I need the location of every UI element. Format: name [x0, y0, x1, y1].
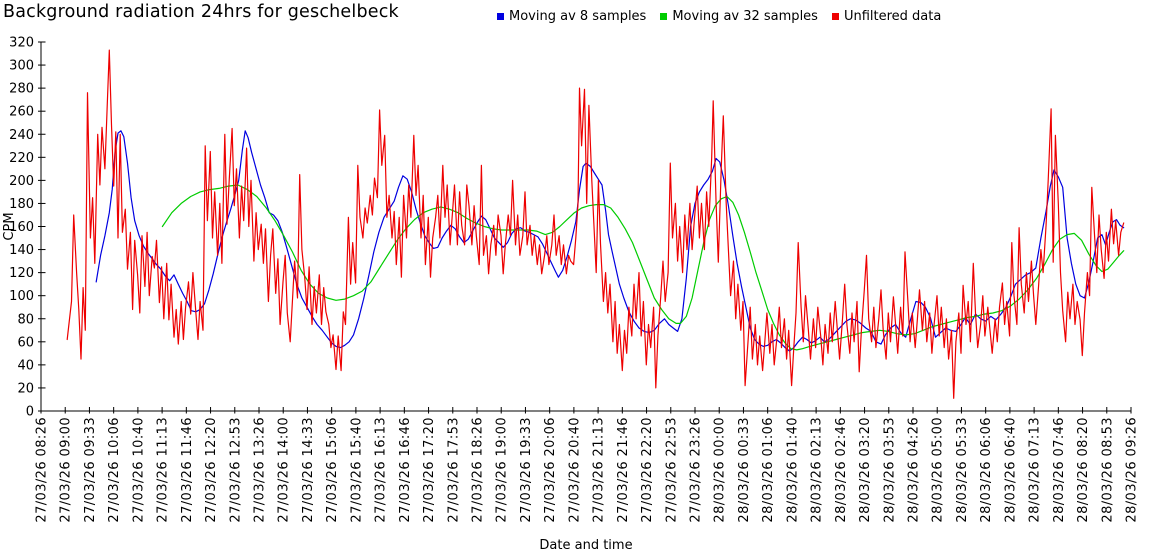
chart-title: Background radiation 24hrs for geschelbe…: [3, 2, 399, 22]
x-tick-label: 28/03/26 01:40: [785, 417, 800, 523]
y-tick-label: 140: [9, 243, 34, 258]
x-tick-label: 28/03/26 05:00: [931, 417, 946, 523]
x-tick-label: 28/03/26 08:20: [1076, 417, 1091, 523]
y-tick-label: 300: [9, 59, 34, 74]
x-tick-label: 27/03/26 17:20: [422, 417, 437, 523]
y-tick-label: 160: [9, 220, 34, 235]
legend-item-moving-av-8: Moving av 8 samples: [497, 9, 646, 24]
y-tick-label: 180: [9, 197, 34, 212]
x-tick-label: 28/03/26 07:46: [1052, 417, 1067, 523]
x-tick-label: 27/03/26 11:46: [180, 417, 195, 523]
x-tick-label: 27/03/26 21:46: [616, 417, 631, 523]
legend-label-moving-av-32: Moving av 32 samples: [672, 9, 818, 24]
x-tick-label: 27/03/26 13:26: [253, 417, 268, 523]
x-axis-title: Date and time: [539, 538, 632, 553]
y-tick-label: 200: [9, 174, 34, 189]
x-tick-label: 28/03/26 02:46: [834, 417, 849, 523]
x-tick-label: 28/03/26 03:53: [882, 417, 897, 523]
y-tick-label: 320: [9, 36, 34, 51]
x-tick-label: 28/03/26 02:13: [810, 417, 825, 523]
y-tick-label: 20: [17, 381, 34, 396]
y-tick-label: 240: [9, 128, 34, 143]
x-tick-label: 27/03/26 19:33: [519, 417, 534, 523]
x-tick-label: 28/03/26 04:26: [907, 417, 922, 523]
x-tick-label: 27/03/26 12:20: [204, 417, 219, 523]
x-tick-label: 28/03/26 09:26: [1125, 417, 1140, 523]
y-tick-label: 100: [9, 289, 34, 304]
x-tick-label: 28/03/26 06:06: [979, 417, 994, 523]
y-tick-label: 40: [17, 358, 34, 373]
x-tick-label: 27/03/26 16:13: [374, 417, 389, 523]
x-tick-label: 28/03/26 00:33: [737, 417, 752, 523]
x-tick-label: 27/03/26 22:53: [664, 417, 679, 523]
y-tick-label: 260: [9, 105, 34, 120]
x-tick-label: 27/03/26 15:40: [349, 417, 364, 523]
x-tick-label: 28/03/26 08:53: [1100, 417, 1115, 523]
x-tick-label: 27/03/26 20:06: [543, 417, 558, 523]
x-tick-label: 27/03/26 14:33: [301, 417, 316, 523]
y-tick-label: 0: [26, 405, 34, 420]
legend-label-unfiltered: Unfiltered data: [843, 9, 942, 24]
y-tick-label: 80: [17, 312, 34, 327]
x-tick-label: 27/03/26 09:33: [83, 417, 98, 523]
x-tick-label: 27/03/26 10:06: [107, 417, 122, 523]
x-tick-label: 27/03/26 22:20: [640, 417, 655, 523]
series-line-unfiltered-data: [66, 49, 1125, 399]
y-axis-title: CPM: [2, 212, 17, 240]
x-tick-label: 27/03/26 19:00: [495, 417, 510, 523]
x-tick-label: 28/03/26 01:06: [761, 417, 776, 523]
x-tick-label: 27/03/26 14:00: [277, 417, 292, 523]
legend-item-unfiltered: Unfiltered data: [831, 9, 942, 24]
x-tick-label: 28/03/26 06:40: [1003, 417, 1018, 523]
x-tick-label: 27/03/26 18:26: [471, 417, 486, 523]
x-tick-label: 27/03/26 12:53: [228, 417, 243, 523]
x-tick-label: 28/03/26 07:13: [1028, 417, 1043, 523]
x-tick-label: 28/03/26 05:33: [955, 417, 970, 523]
y-tick-label: 120: [9, 266, 34, 281]
x-tick-label: 27/03/26 08:26: [35, 417, 50, 523]
x-tick-label: 27/03/26 20:40: [567, 417, 582, 523]
y-tick-label: 220: [9, 151, 34, 166]
x-tick-label: 27/03/26 15:06: [325, 417, 340, 523]
y-tick-label: 280: [9, 82, 34, 97]
x-tick-label: 28/03/26 03:20: [858, 417, 873, 523]
x-tick-label: 27/03/26 17:53: [446, 417, 461, 523]
x-tick-label: 27/03/26 11:13: [156, 417, 171, 523]
y-tick-label: 60: [17, 335, 34, 350]
legend-swatch-moving-av-32-icon: [660, 13, 668, 20]
x-tick-label: 27/03/26 10:40: [131, 417, 146, 523]
series-line-moving-av-32-samples: [161, 184, 1125, 351]
x-tick-label: 27/03/26 09:00: [59, 417, 74, 523]
x-tick-label: 27/03/26 21:13: [592, 417, 607, 523]
legend-swatch-moving-av-8-icon: [497, 13, 504, 20]
legend-label-moving-av-8: Moving av 8 samples: [509, 9, 647, 24]
chart-legend: Moving av 8 samples Moving av 32 samples…: [497, 9, 941, 24]
legend-swatch-unfiltered-icon: [831, 13, 839, 20]
x-tick-label: 27/03/26 16:46: [398, 417, 413, 523]
legend-item-moving-av-32: Moving av 32 samples: [660, 9, 818, 24]
x-tick-label: 27/03/26 23:26: [689, 417, 704, 523]
x-tick-label: 28/03/26 00:00: [713, 417, 728, 523]
